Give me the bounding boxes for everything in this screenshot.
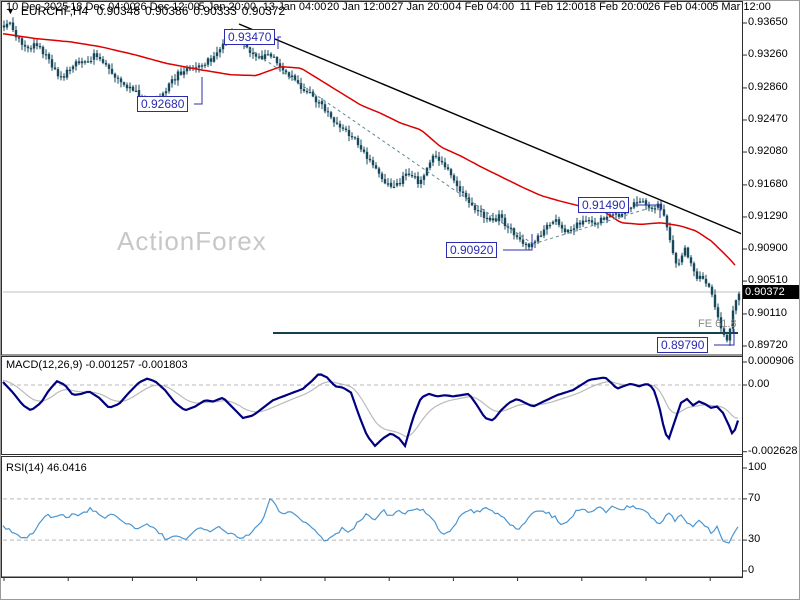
date-axis-label: 13 Jan 04:00 [262,1,327,13]
rsi-panel[interactable] [1,457,742,577]
macd-indicator-label: MACD(12,26,9) -0.001257 -0.001803 [6,359,188,371]
actionforex-watermark: ActionForex [117,226,267,256]
date-axis-label: 11 Feb 12:00 [519,1,584,13]
macd-axis-label: -0.002628 [748,444,798,457]
symbol-period: EURCHF,H4 [20,4,89,18]
descending-trendline[interactable] [238,23,749,237]
price-axis-label: 0.90110 [748,306,787,319]
macd-axis-label: 0.000906 [748,355,794,367]
price-axis-label: 0.93650 [748,16,788,28]
price-axis-label: 0.89720 [748,339,788,351]
price-callout-0.92680[interactable]: 0.92680 [137,96,189,112]
rsi-indicator-label: RSI(14) 46.0416 [6,462,87,474]
price-callout-0.89790[interactable]: 0.89790 [657,337,709,353]
price-callout-0.93470[interactable]: 0.93470 [224,29,276,45]
price-axis-label: 0.92080 [748,145,788,158]
price-axis-label: 0.91290 [748,209,788,222]
date-axis-label: 4 Feb 04:00 [455,1,515,13]
main-plot-group [2,17,749,346]
date-axis-label: 27 Jan 20:00 [391,1,455,13]
ohlc-high: 0.90386 [145,4,189,18]
rsi-axis-label: 70 [748,491,761,504]
date-axis-label: 20 Jan 12:00 [327,1,391,13]
price-axis-label: 0.91680 [748,177,788,190]
price-axis-label: 0.90900 [748,242,788,255]
ohlc-low: 0.90333 [193,4,237,18]
ohlc-close: 0.90372 [241,4,286,18]
current-price-tag: 0.90372 [743,285,799,299]
macd-signal-line[interactable] [2,379,739,437]
date-axis-label: 18 Feb 20:00 [583,1,649,13]
fibonacci-expansion-label[interactable]: FE 61.8 [698,318,737,330]
rsi-axis-label: 0 [748,564,755,576]
main-chart-panel[interactable] [1,1,742,355]
price-axis-label: 0.90510 [748,274,788,287]
date-axis-label: 5 Jan 20:00 [198,1,257,13]
price-axis-label: 0.92860 [748,80,788,93]
callout-connector [714,329,735,346]
price-axis-label: 0.93260 [748,48,788,61]
macd-main-line[interactable] [2,373,740,449]
rsi-axis-label: 30 [748,533,761,546]
price-axis-label: 0.92470 [748,112,788,125]
callout-connector [635,204,661,218]
chart-title: ▼ EURCHF,H4 0.90348 0.90386 0.90333 0.90372 [6,4,285,18]
price-callout-0.90920[interactable]: 0.90920 [446,242,498,258]
date-axis-label: 26 Feb 04:00 [648,1,713,13]
callout-connector [277,36,281,49]
date-axis-label: 18 Dec 04:00 [70,1,136,13]
callout-connector [503,234,533,251]
date-axis-label: 10 Dec 2025 [6,1,69,13]
collapse-triangle-icon[interactable]: ▼ [6,6,15,16]
macd-axis-label: 0.00 [748,378,770,390]
macd-panel[interactable] [1,357,742,455]
rsi-axis-label: 100 [748,461,767,473]
moving-average-line[interactable] [2,32,736,266]
rsi-line[interactable] [2,497,739,544]
ohlc-open: 0.90348 [96,4,140,18]
price-callout-0.91490[interactable]: 0.91490 [578,197,630,213]
callout-connector [194,77,203,105]
date-axis-label: 26 Dec 12:00 [134,1,200,13]
date-axis-label: 5 Mar 12:00 [712,1,771,13]
